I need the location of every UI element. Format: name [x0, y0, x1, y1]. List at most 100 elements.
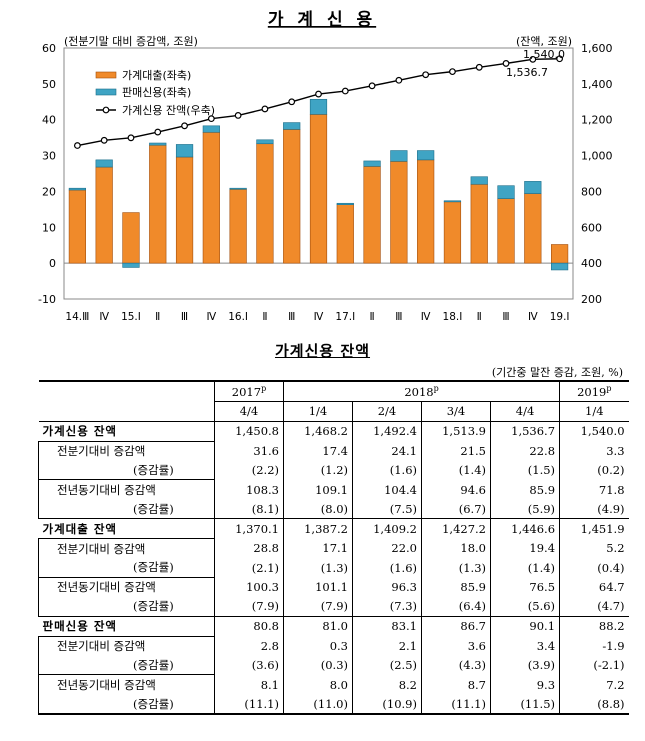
table-row: (증감률) (2.2) (1.2) (1.6) (1.4) (1.5) (0.2) [38, 460, 629, 480]
table-cell: 1,451.9 [559, 518, 629, 539]
balance-point [502, 60, 510, 67]
table-row: (증감률) (3.6) (0.3) (2.5) (4.3) (3.9) (-2.1) [38, 655, 629, 675]
table-cell: 17.1 [283, 538, 353, 559]
table-cell: 22.8 [489, 441, 560, 461]
header-quarter: 4/4 [489, 400, 560, 422]
table-cell: (7.5) [352, 499, 422, 519]
table-cell: (1.4) [489, 558, 560, 578]
table-cell: (7.9) [214, 596, 284, 617]
table-cell: 8.1 [214, 674, 284, 695]
table-cell: 1,492.4 [352, 420, 422, 442]
row-label: 가계신용 잔액 [38, 420, 215, 442]
bar-loan [497, 198, 515, 264]
x-tick-label: 17.Ⅰ [335, 311, 355, 323]
balance-point [207, 115, 215, 123]
row-label: 전분기대비 증감액 [38, 538, 215, 559]
table-cell: 18.0 [421, 538, 491, 559]
table-row: 가계대출 잔액 1,370.1 1,387.2 1,409.2 1,427.2 1,446… [38, 518, 629, 539]
x-tick-label: Ⅱ [369, 311, 374, 323]
table-cell: (6.7) [421, 499, 491, 519]
bar-sales-credit [95, 159, 113, 168]
table-cell: (11.0) [283, 694, 353, 716]
balance-point [422, 71, 430, 79]
table-cell: 1,540.0 [559, 420, 629, 442]
table-cell: 1,370.1 [214, 518, 284, 539]
y-tick-label: 0 [49, 257, 56, 270]
table-row: 판매신용 잔액 80.8 81.0 83.1 86.7 90.1 88.2 [38, 615, 629, 637]
bar-sales-credit [122, 262, 140, 268]
table-cell: (4.7) [559, 596, 629, 617]
table-cell: 100.3 [214, 577, 284, 597]
table-cell: (7.3) [352, 596, 422, 617]
table-cell: 88.2 [559, 615, 629, 637]
table-cell: 0.3 [283, 636, 353, 656]
table-cell: (2.2) [214, 460, 284, 480]
table-cell: 22.0 [352, 538, 422, 559]
table-cell: 94.6 [421, 479, 491, 500]
household-credit-table: 2017p 2018p 2019p 4/4 1/4 2/4 3/4 4/4 1/4 가계신용 잔액… [38, 379, 629, 716]
x-tick-label: Ⅲ [288, 311, 295, 323]
legend-marker-balance [102, 106, 110, 114]
x-tick-label: Ⅳ [421, 311, 431, 323]
y2-tick-label: 200 [581, 293, 602, 306]
y-tick-label: 30 [42, 150, 56, 163]
table-cell: 1,513.9 [421, 420, 491, 442]
y2-tick-label: 1,000 [581, 150, 613, 163]
prelim-mark: p [606, 384, 612, 394]
table-row: (증감률) (2.1) (1.3) (1.6) (1.3) (1.4) (0.4) [38, 558, 629, 578]
bar-loan [443, 201, 462, 264]
table-cell: 83.1 [352, 615, 422, 637]
bar-loan [363, 166, 381, 264]
bar-sales-credit [229, 187, 247, 190]
right-axis-label: (잔액, 조원) [516, 35, 572, 48]
table-cell: (1.6) [352, 558, 422, 578]
left-axis-label: (전분기말 대비 증감액, 조원) [64, 35, 198, 48]
bar-loan [175, 156, 194, 264]
table-cell: 90.1 [489, 615, 560, 637]
bar-sales-credit [149, 142, 167, 146]
legend-label-loan: 가계대출(좌축) [122, 69, 191, 82]
table-cell: 9.3 [489, 674, 560, 695]
y2-tick-label: 1,600 [581, 42, 613, 55]
prelim-mark: p [433, 384, 439, 394]
table-cell: 109.1 [283, 479, 353, 500]
table-row: (증감률) (7.9) (7.9) (7.3) (6.4) (5.6) (4.7) [38, 596, 629, 617]
x-tick-label: Ⅱ [477, 311, 482, 323]
table-cell: (8.8) [559, 694, 629, 716]
table-cell: (0.2) [559, 460, 629, 480]
table-row: 가계신용 잔액 1,450.8 1,468.2 1,492.4 1,513.9 1,536… [38, 420, 629, 442]
balance-point [556, 55, 564, 63]
bar-loan [336, 204, 354, 264]
table-row: (증감률) (11.1) (11.0) (10.9) (11.1) (11.5) (8.8) [38, 694, 629, 716]
table-cell: (8.0) [283, 499, 353, 519]
bar-sales-credit [524, 181, 542, 194]
bar-loan [256, 143, 274, 264]
balance-point [100, 136, 108, 144]
table-cell: (1.4) [421, 460, 491, 480]
legend-swatch-sales [95, 88, 117, 96]
row-label: (증감률) [38, 558, 215, 578]
y2-tick-label: 600 [581, 221, 602, 234]
table-cell: 17.4 [283, 441, 353, 461]
header-blank [38, 379, 215, 402]
bar-sales-credit [283, 122, 301, 130]
bar-sales-credit [68, 187, 86, 191]
table-cell: (5.9) [489, 499, 560, 519]
balance-point [154, 128, 162, 136]
y2-tick-label: 1,200 [581, 114, 613, 127]
bar-sales-credit [309, 98, 328, 115]
table-cell: 8.2 [352, 674, 422, 695]
table-cell: (3.9) [489, 655, 560, 675]
table-cell: (8.1) [214, 499, 284, 519]
row-label: 전분기대비 증감액 [38, 440, 215, 461]
balance-point [341, 87, 349, 95]
table-cell: 3.6 [421, 636, 491, 656]
legend-swatch-loan [95, 71, 117, 79]
table-cell: 85.9 [421, 577, 491, 597]
x-tick-label: Ⅲ [502, 311, 509, 323]
row-label: (증감률) [38, 655, 215, 675]
header-quarter: 4/4 [214, 400, 284, 422]
table-cell: 80.8 [214, 615, 284, 637]
balance-point [127, 134, 135, 142]
balance-point [475, 63, 483, 71]
